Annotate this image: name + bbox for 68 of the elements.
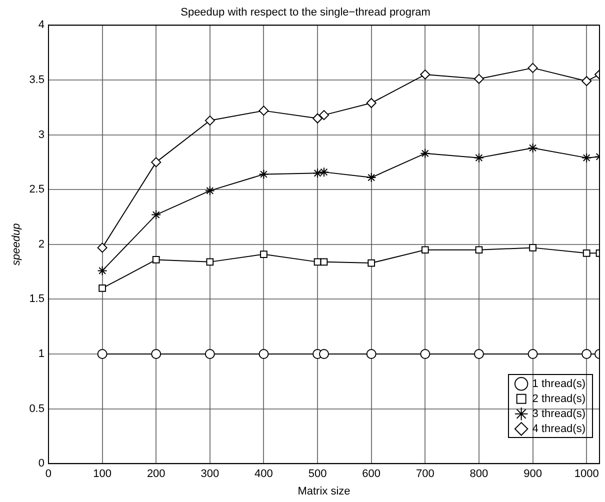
x-tick-label: 300 bbox=[200, 468, 220, 480]
point bbox=[204, 116, 215, 126]
y-tick-label: 3.5 bbox=[29, 74, 44, 86]
point bbox=[152, 256, 160, 264]
point bbox=[528, 62, 538, 73]
point bbox=[204, 186, 215, 196]
point bbox=[312, 168, 323, 178]
point bbox=[366, 172, 376, 183]
point bbox=[474, 349, 484, 359]
point bbox=[475, 246, 483, 254]
point bbox=[528, 142, 538, 153]
x-tick-label: 800 bbox=[470, 468, 488, 480]
x-tick-label: 600 bbox=[362, 468, 381, 480]
point bbox=[151, 210, 162, 220]
point bbox=[529, 244, 536, 252]
y-tick-label: 4 bbox=[38, 19, 44, 32]
legend-label: 3 thread(s) bbox=[532, 408, 586, 420]
point bbox=[582, 249, 590, 257]
y-axis-title: speedup bbox=[10, 223, 23, 266]
point bbox=[421, 246, 429, 254]
y-tick-label: 3 bbox=[38, 128, 44, 141]
point bbox=[318, 167, 329, 178]
legend-label: 2 thread(s) bbox=[532, 392, 586, 405]
x-tick-label: 200 bbox=[146, 468, 166, 480]
point bbox=[97, 242, 108, 253]
x-tick-label: 400 bbox=[254, 468, 273, 480]
point bbox=[206, 258, 214, 266]
point bbox=[312, 113, 323, 124]
point bbox=[366, 349, 376, 359]
point bbox=[258, 349, 269, 359]
y-tick-label: 2 bbox=[38, 238, 44, 250]
point bbox=[151, 349, 162, 359]
y-tick-label: 0.5 bbox=[29, 402, 44, 415]
point bbox=[474, 74, 484, 84]
point bbox=[204, 349, 215, 359]
point bbox=[258, 106, 269, 116]
x-tick-label: 500 bbox=[308, 468, 327, 480]
x-axis-title: Matrix size bbox=[298, 485, 350, 498]
x-tick-label: 1000 bbox=[574, 468, 599, 480]
x-tick-label: 700 bbox=[416, 468, 434, 480]
point bbox=[420, 349, 430, 359]
point bbox=[318, 349, 329, 359]
y-tick-label: 1.5 bbox=[29, 293, 44, 306]
point bbox=[368, 259, 376, 267]
legend-label: 1 thread(s) bbox=[532, 378, 586, 390]
point bbox=[318, 110, 329, 120]
point bbox=[420, 70, 430, 80]
point bbox=[474, 152, 484, 163]
point bbox=[97, 349, 108, 359]
point bbox=[366, 98, 376, 108]
y-tick-label: 0 bbox=[38, 458, 44, 470]
point bbox=[320, 258, 328, 266]
point bbox=[260, 250, 268, 258]
point bbox=[582, 152, 592, 163]
point bbox=[420, 148, 430, 158]
point bbox=[98, 284, 106, 292]
chart-title: Speedup with respect to the single−thread program bbox=[180, 6, 430, 19]
point bbox=[258, 169, 269, 180]
point bbox=[97, 266, 108, 276]
point bbox=[151, 157, 162, 168]
y-tick-label: 2.5 bbox=[29, 184, 44, 196]
y-tick-label: 1 bbox=[38, 348, 44, 360]
x-tick-label: 100 bbox=[93, 468, 112, 480]
x-tick-label: 900 bbox=[524, 468, 542, 480]
legend-label: 4 thread(s) bbox=[532, 422, 586, 435]
point bbox=[528, 349, 538, 359]
point bbox=[582, 76, 592, 86]
point bbox=[582, 349, 592, 359]
